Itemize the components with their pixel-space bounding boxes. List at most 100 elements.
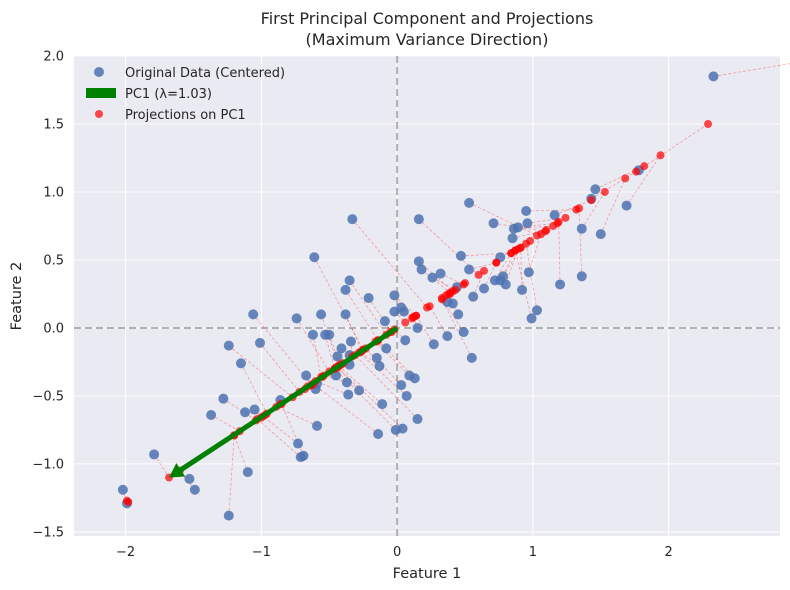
projection-line	[505, 248, 519, 285]
projection-line	[520, 247, 523, 290]
data-point	[340, 284, 351, 295]
data-point	[590, 184, 601, 195]
data-point	[345, 336, 356, 347]
projection-point	[480, 266, 489, 275]
legend-projection-marker	[95, 110, 103, 118]
projection-line	[526, 209, 577, 212]
pc1-vector	[169, 325, 399, 478]
legend-pc1-label: PC1 (λ=1.03)	[125, 87, 212, 102]
data-point	[621, 200, 632, 211]
projection-line	[468, 202, 538, 236]
data-point	[549, 210, 560, 221]
projection-line	[554, 199, 592, 216]
data-point	[507, 233, 518, 244]
projection-line	[223, 398, 257, 421]
data-point	[223, 510, 234, 521]
projection-line	[441, 297, 464, 333]
pc1-shaft	[179, 325, 399, 472]
data-point	[312, 420, 323, 431]
legend-data-marker	[94, 67, 104, 77]
data-point	[255, 337, 266, 348]
data-point	[347, 214, 358, 225]
legend-data-label: Original Data (Centered)	[125, 66, 285, 81]
projection-line	[368, 297, 393, 333]
projection-point	[632, 167, 641, 176]
projection-line	[441, 299, 473, 359]
projection-line	[578, 208, 583, 277]
projection-point	[621, 174, 630, 183]
projection-point	[537, 230, 546, 239]
projection-point	[437, 295, 446, 304]
projection-line	[315, 380, 349, 395]
data-point	[413, 214, 424, 225]
data-point	[189, 484, 200, 495]
projection-line	[210, 414, 240, 432]
projection-line	[377, 339, 416, 379]
projection-point	[542, 226, 551, 235]
projection-line	[240, 363, 268, 414]
data-point	[218, 393, 229, 404]
data-point	[309, 252, 320, 263]
projection-line	[558, 221, 561, 285]
data-point	[389, 290, 400, 301]
projection-line	[233, 435, 249, 473]
data-point	[149, 449, 160, 460]
x-tick-label: 0	[393, 545, 401, 560]
projection-line	[312, 334, 322, 377]
data-point	[453, 309, 464, 320]
data-point	[413, 256, 424, 267]
data-point	[307, 329, 318, 340]
y-tick-label: 1.5	[43, 117, 64, 132]
x-tick-label: 1	[529, 545, 537, 560]
data-point	[240, 407, 251, 418]
data-point	[400, 335, 411, 346]
pc1-arrowhead	[169, 463, 186, 478]
projection-point	[124, 498, 133, 507]
y-tick-label: 1.0	[43, 185, 64, 200]
projection-line	[345, 314, 363, 352]
projection-line	[591, 171, 637, 200]
projection-line	[228, 345, 293, 398]
data-point	[248, 309, 259, 320]
data-point	[428, 339, 439, 350]
projection-line	[440, 273, 464, 285]
projection-line	[415, 315, 435, 345]
data-point	[427, 272, 438, 283]
projection-line	[600, 178, 626, 235]
projection-line	[312, 383, 379, 435]
y-tick-label: −0.5	[32, 389, 64, 404]
projection-line	[494, 252, 512, 281]
data-point	[522, 218, 533, 229]
projection-line	[713, 63, 790, 77]
projection-point	[444, 289, 453, 298]
projection-point	[461, 279, 470, 288]
data-point	[576, 271, 587, 282]
data-point	[458, 327, 469, 338]
data-point	[512, 222, 523, 233]
data-point	[242, 467, 253, 478]
projection-line	[626, 155, 661, 206]
data-point	[442, 331, 453, 342]
projection-line	[514, 250, 532, 319]
projection-line	[375, 341, 410, 376]
x-tick-label: 2	[665, 545, 673, 560]
data-point	[466, 352, 477, 363]
data-point	[374, 361, 385, 372]
data-point	[184, 473, 195, 484]
data-point	[379, 316, 390, 327]
projection-point	[401, 318, 410, 327]
projection-line	[512, 229, 547, 239]
data-point	[595, 229, 606, 240]
projection-line	[418, 218, 479, 276]
projection-line	[421, 269, 451, 293]
data-point	[576, 223, 587, 234]
projection-point	[425, 302, 434, 311]
data-point	[531, 305, 542, 316]
projection-point	[640, 162, 649, 171]
projection-line	[153, 454, 170, 478]
projection-point	[554, 217, 563, 226]
projection-point	[507, 249, 516, 258]
data-point	[301, 370, 312, 381]
y-tick-label: 2.0	[43, 50, 64, 65]
